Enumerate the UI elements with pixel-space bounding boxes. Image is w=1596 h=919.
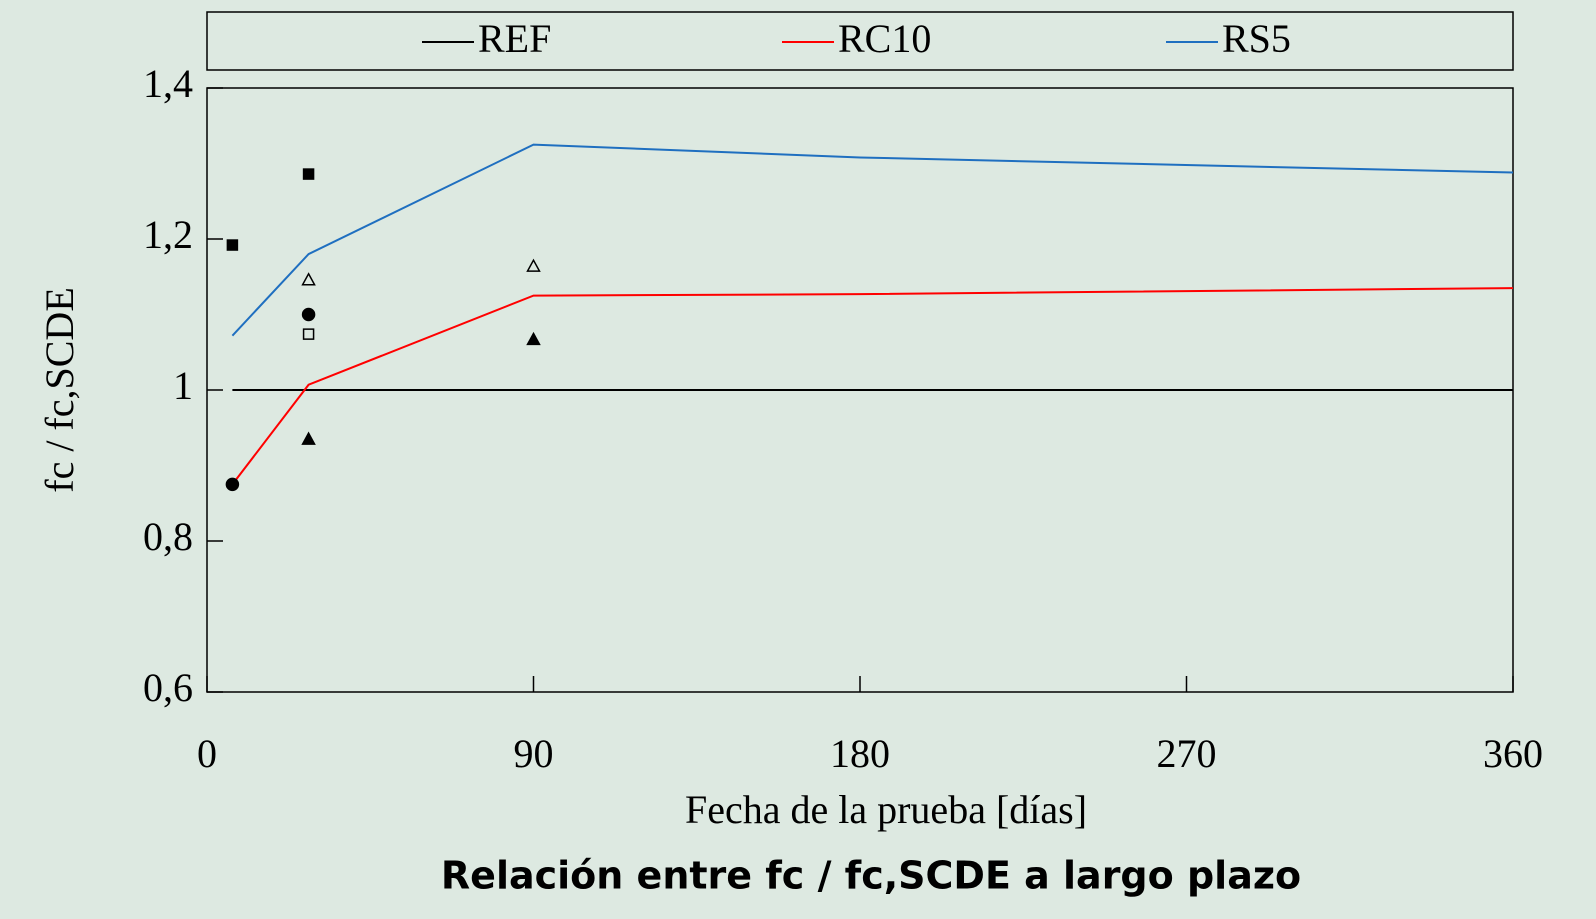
marker — [301, 272, 316, 286]
legend-label: RC10 — [838, 16, 931, 61]
legend-box — [206, 11, 1514, 71]
marker — [302, 168, 315, 180]
x-tick-label: 180 — [830, 731, 890, 776]
chart-title: Relación entre fc / fc,SCDE a largo plaz… — [441, 854, 1301, 898]
marker — [301, 431, 316, 445]
x-tick-label: 90 — [514, 731, 554, 776]
line-series — [231, 143, 1514, 337]
marker — [225, 477, 240, 492]
y-tick-label: 0,6 — [143, 665, 193, 710]
x-axis-label: Fecha de la prueba [días] — [685, 787, 1087, 832]
x-tick-label: 0 — [197, 731, 217, 776]
y-axis-label: fc / fc,SCDE — [37, 287, 82, 493]
marker — [301, 307, 316, 322]
legend-label: RS5 — [1222, 16, 1291, 61]
marker — [302, 328, 315, 340]
x-tick-label: 270 — [1157, 731, 1217, 776]
marker — [226, 239, 239, 251]
line-series — [231, 287, 1514, 485]
y-tick-label: 0,8 — [143, 514, 193, 559]
y-tick-label: 1,4 — [143, 61, 193, 106]
legend-label: REF — [478, 16, 551, 61]
y-tick-label: 1 — [173, 363, 193, 408]
y-tick-label: 1,2 — [143, 212, 193, 257]
marker — [526, 331, 541, 346]
x-tick-label: 360 — [1483, 731, 1543, 776]
marker — [526, 258, 541, 272]
